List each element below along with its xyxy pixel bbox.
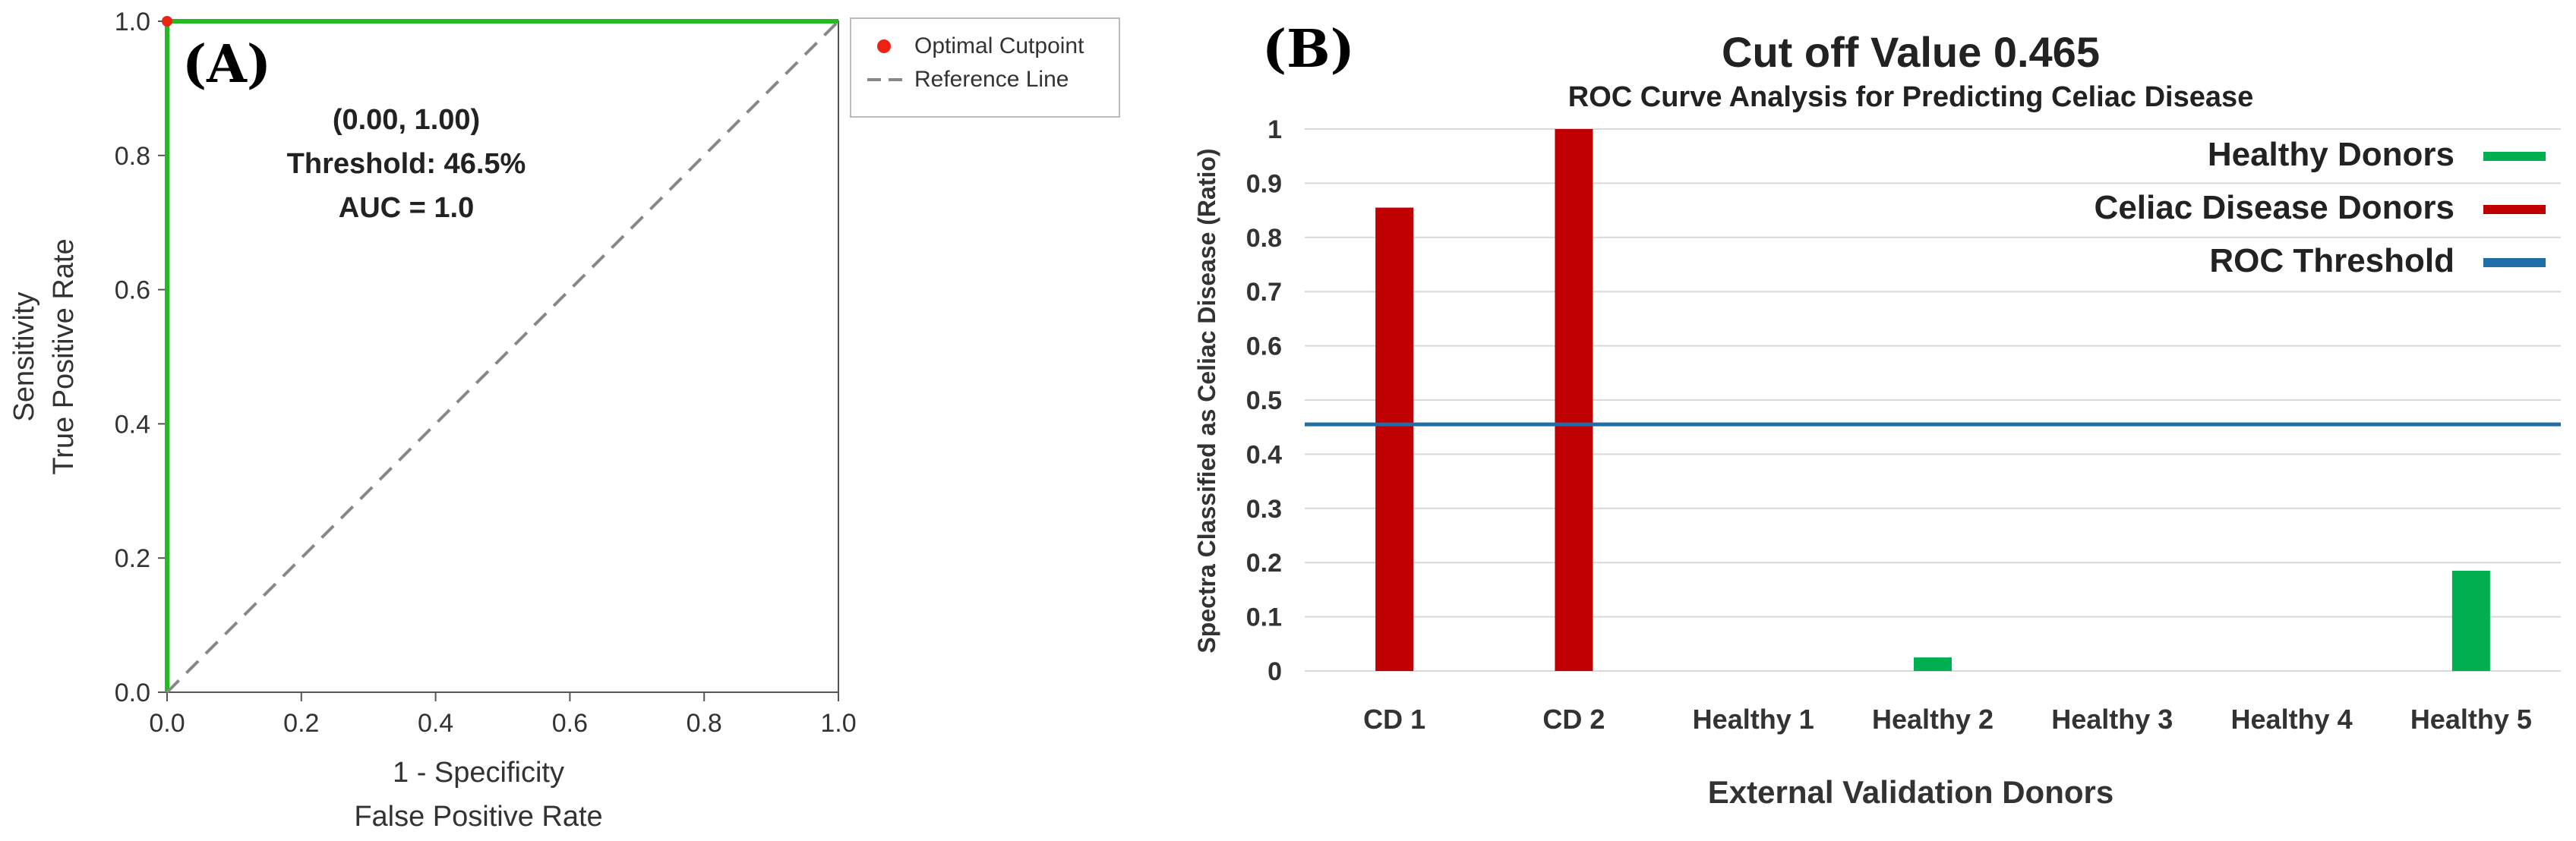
y-tick-label: 0.2 [115, 544, 150, 573]
legend-box [850, 17, 1120, 118]
y-tick-label: 0.5 [1246, 386, 1282, 415]
y-tick-label: 0.8 [115, 142, 150, 171]
x-axis-title: External Validation Donors [1708, 774, 2114, 810]
annotation-text: AUC = 1.0 [339, 192, 474, 224]
x-tick-label: 0.2 [283, 709, 319, 738]
x-category-label: CD 1 [1363, 704, 1425, 735]
legend-label: Celiac Disease Donors [2095, 189, 2454, 226]
y-tick-label: 0.6 [1246, 332, 1282, 361]
bar-cd-2 [1555, 129, 1593, 671]
y-tick-label: 0.9 [1246, 169, 1282, 198]
panel-a-roc-curve: 0.0 0.2 0.4 0.6 0.8 1.0 0.0 0.2 0.4 0.6 0.8 1.0 (0.0… [8, 8, 1120, 833]
y-axis-title-line1: Sensitivity [8, 291, 40, 421]
x-category-label: Healthy 5 [2410, 704, 2532, 735]
x-category-label: Healthy 2 [1872, 704, 1994, 735]
y-tick-label: 0.8 [1246, 224, 1282, 253]
x-category-label: Healthy 3 [2051, 704, 2173, 735]
chart-title: Cut off Value 0.465 [1722, 28, 2100, 76]
y-tick-label: 0.1 [1246, 603, 1282, 632]
panel-b-label: (B) [1262, 19, 1355, 80]
y-tick-label: 0 [1267, 657, 1282, 686]
x-tick-label: 1.0 [820, 709, 856, 738]
y-axis-title: Spectra Classified as Celiac Disease (Ra… [1193, 148, 1220, 653]
y-tick-label: 0.4 [115, 410, 150, 439]
legend-label: Healthy Donors [2208, 136, 2454, 173]
legend: Healthy Donors Celiac Disease Donors ROC T… [2095, 136, 2546, 279]
y-tick-label: 0.2 [1246, 549, 1282, 578]
y-tick-label: 0.7 [1246, 278, 1282, 307]
bar-healthy-2 [1914, 657, 1952, 671]
bar-healthy-5 [2451, 570, 2490, 671]
chart-subtitle: ROC Curve Analysis for Predicting Celiac… [1568, 81, 2253, 113]
bar-cd-1 [1375, 207, 1414, 671]
legend-marker-dot [877, 39, 891, 53]
y-tick-label: 0.6 [115, 276, 150, 305]
y-tick-label: 1.0 [115, 8, 150, 36]
optimal-cutpoint-point [162, 16, 172, 27]
legend-label: Reference Line [914, 67, 1069, 92]
panel-a-label: (A) [182, 34, 271, 95]
x-category-label: CD 2 [1542, 704, 1605, 735]
annotation-text: (0.00, 1.00) [333, 104, 480, 136]
x-axis-title-line2: False Positive Rate [354, 801, 602, 833]
x-tick-label: 0.6 [552, 709, 588, 738]
panel-b-bar-chart: Cut off Value 0.465 ROC Curve Analysis fo… [1193, 28, 2561, 810]
legend-label: Optimal Cutpoint [914, 33, 1084, 58]
y-tick-label: 0.3 [1246, 495, 1282, 524]
y-tick-label: 1 [1267, 115, 1282, 144]
x-axis-title-line1: 1 - Specificity [393, 757, 564, 789]
legend-label: ROC Threshold [2209, 242, 2454, 279]
x-category-label: Healthy 4 [2231, 704, 2353, 735]
annotation-text: Threshold: 46.5% [287, 148, 526, 180]
x-tick-label: 0.4 [418, 709, 453, 738]
legend: Optimal Cutpoint Reference Line [850, 17, 1120, 118]
x-tick-label: 0.8 [687, 709, 722, 738]
reference-line-line [166, 20, 840, 694]
y-tick-label: 0.4 [1246, 440, 1282, 469]
x-tick-label: 0.0 [149, 709, 185, 738]
x-category-label: Healthy 1 [1693, 704, 1814, 735]
y-axis-title-line2: True Positive Rate [48, 238, 80, 474]
y-tick-label: 0.0 [115, 679, 150, 707]
